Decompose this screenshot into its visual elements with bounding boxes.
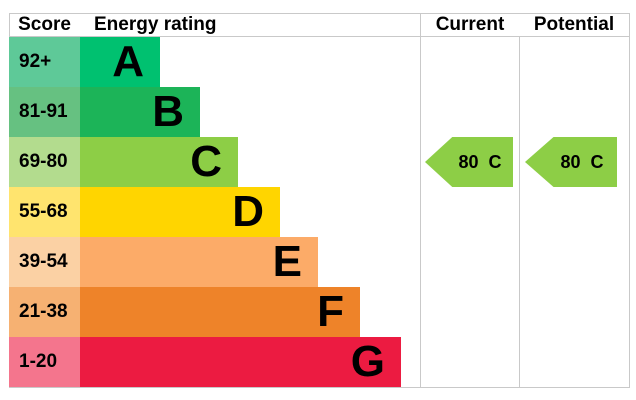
rating-bar-f: F (80, 287, 360, 337)
rating-bar-e: E (80, 237, 318, 287)
rating-row-g: 1-20 G (9, 337, 401, 387)
rating-row-b: 81-91 B (9, 87, 401, 137)
rating-row-f: 21-38 F (9, 287, 401, 337)
current-rating-grade: C (488, 151, 502, 172)
header-current-label: Current (435, 14, 505, 35)
potential-column (520, 37, 630, 387)
rating-bar-a: A (80, 37, 160, 87)
current-rating-value: 80 (458, 151, 479, 172)
header-energy-rating-label: Energy rating (94, 14, 217, 35)
header-score: Score (9, 13, 80, 37)
grade-letter-b: B (152, 87, 184, 136)
rating-bar-d: D (80, 187, 280, 237)
rating-bar-b: B (80, 87, 200, 137)
header-potential: Potential (519, 13, 630, 37)
rating-row-a: 92+ A (9, 37, 401, 87)
grade-letter-d: D (232, 187, 264, 236)
potential-rating-value: 80 (560, 151, 581, 172)
score-range-g: 1-20 (9, 337, 80, 387)
rating-bar-c: C (80, 137, 238, 187)
grade-letter-f: F (317, 287, 344, 336)
header-score-label: Score (18, 14, 71, 35)
potential-rating-grade: C (590, 151, 604, 172)
score-range-a: 92+ (9, 37, 80, 87)
rating-rows: 92+ A 81-91 B 69-80 C 55-68 D 39-54 E 21-38 F 1-20 G (9, 37, 401, 387)
rating-bar-g: G (80, 337, 401, 387)
rating-row-d: 55-68 D (9, 187, 401, 237)
rating-row-e: 39-54 E (9, 237, 401, 287)
rating-row-c: 69-80 C (9, 137, 401, 187)
header-current: Current (420, 13, 520, 37)
header-energy-rating: Energy rating (79, 13, 401, 37)
score-range-d: 55-68 (9, 187, 80, 237)
header-potential-label: Potential (533, 14, 615, 35)
score-range-b: 81-91 (9, 87, 80, 137)
current-column (420, 37, 520, 387)
grade-letter-g: G (350, 337, 385, 386)
score-range-f: 21-38 (9, 287, 80, 337)
grade-letter-a: A (112, 37, 144, 86)
score-range-e: 39-54 (9, 237, 80, 287)
grade-letter-c: C (190, 137, 222, 186)
header-spacer (400, 13, 420, 37)
score-range-c: 69-80 (9, 137, 80, 187)
table-bottom-border (9, 387, 630, 388)
grade-letter-e: E (272, 237, 302, 286)
